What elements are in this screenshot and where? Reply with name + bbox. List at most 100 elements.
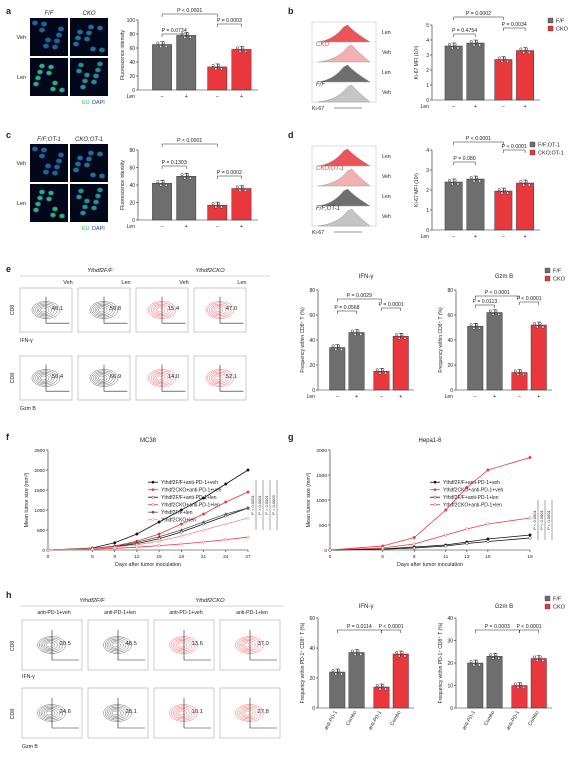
data-point [497,656,501,660]
data-point [384,687,388,691]
p-value: P = 0.0003 [217,18,242,24]
data-point [157,534,161,539]
p-value: P = 0.0568 [334,305,359,311]
data-point [223,512,228,516]
x-tick-label: + [474,104,477,110]
data-point [381,546,385,550]
data-point [469,40,473,43]
gate-percentage: 48.5 [126,641,137,647]
data-point [516,373,520,376]
data-point [478,179,482,183]
contour-line [172,638,193,652]
legend-label: CKO;OT-1 [538,151,564,157]
panel-label: d [288,130,294,140]
data-point [241,185,245,189]
x-tick-label: 13 [464,554,470,560]
contour-line [36,305,52,315]
flow-plot: 52.1 [193,355,247,401]
data-point [201,520,206,524]
data-point [465,486,469,490]
contour-line [40,638,61,652]
data-point [238,189,242,192]
nucleus-signal [41,22,47,26]
bar [467,326,484,391]
y-axis-label: Fluorescence intensity [120,160,126,210]
nucleus-signal [33,208,39,212]
data-point [334,348,338,351]
histogram-curve [317,168,371,187]
x-tick-label: + [355,394,358,400]
contour-line [156,375,163,381]
data-point [472,43,476,47]
y-tick-label: 0 [450,706,453,712]
y-tick-label: 40 [309,646,315,652]
p-value: P = 0.0734 [162,28,187,34]
gate [117,630,145,661]
data-point [503,56,507,60]
x-axis-label: Len [421,234,430,240]
nucleus-signal [78,63,84,67]
data-point [378,687,382,691]
data-point [519,369,523,373]
p-value: P = 0.4754 [452,28,477,34]
y-tick-label: 2000 [34,468,45,474]
y-tick-label: 20 [447,363,453,369]
y-tick-label: 80 [309,288,315,294]
p-value: P < 0.0001 [532,510,537,530]
p-value: P = 0.0001 [257,495,262,515]
data-point [528,516,532,520]
flow-plot: 13.6 [153,619,215,671]
data-point [90,546,95,551]
data-point [397,336,401,340]
nucleus-signal [52,45,58,49]
gate-percentage: 10.1 [192,709,203,715]
row-label: Len [17,75,26,81]
nucleus [89,172,97,178]
data-point [453,43,457,46]
y-tick-label: 0 [426,98,429,104]
contour-line [103,636,132,654]
nucleus-signal [43,170,49,174]
y-tick-label: 60 [309,313,315,319]
contour-line [207,370,232,386]
nucleus-signal [35,76,41,80]
data-point [400,651,404,654]
chart-title: Gzm B [495,604,513,610]
nucleus-signal [97,188,103,192]
x-tick-label: + [523,104,526,110]
x-tick-label: − [160,94,163,100]
flow-plot: 20.5 [21,619,83,671]
flow-plot: 50.4 [19,355,73,401]
bar [494,190,513,231]
data-point [180,173,184,177]
row-label: Len [382,194,391,200]
gate-percentage: 40.1 [52,306,63,312]
x-tick-label: + [474,234,477,240]
p-value: P < 0.0001 [485,290,510,296]
data-point [528,536,532,540]
p-value: P = 0.0029 [347,293,372,299]
gate-percentage: 24.6 [60,709,71,715]
histogram-curve [317,208,371,227]
legend-swatch [544,603,551,610]
nucleus-signal [56,33,62,37]
nucleus [51,170,59,176]
data-point [186,173,190,177]
x-axis-label: Len [421,104,430,110]
series-line [47,507,249,551]
legend-label: Ythdf2F/F+anti-PD-1+len [161,495,217,501]
nucleus [31,146,39,152]
stain-label: DAPI [92,100,105,106]
contour-line [235,704,264,722]
row-label: Veh [382,214,391,220]
gate [103,296,128,324]
data-point [378,371,382,375]
nucleus-signal [76,69,82,73]
nucleus-signal [95,68,101,72]
contour-line [40,307,47,313]
data-point [353,653,357,656]
contour-line [235,636,264,654]
data-point [135,545,139,549]
gate-percentage: 37.0 [258,641,269,647]
column-label: anti-PD-1+veh [169,610,202,616]
